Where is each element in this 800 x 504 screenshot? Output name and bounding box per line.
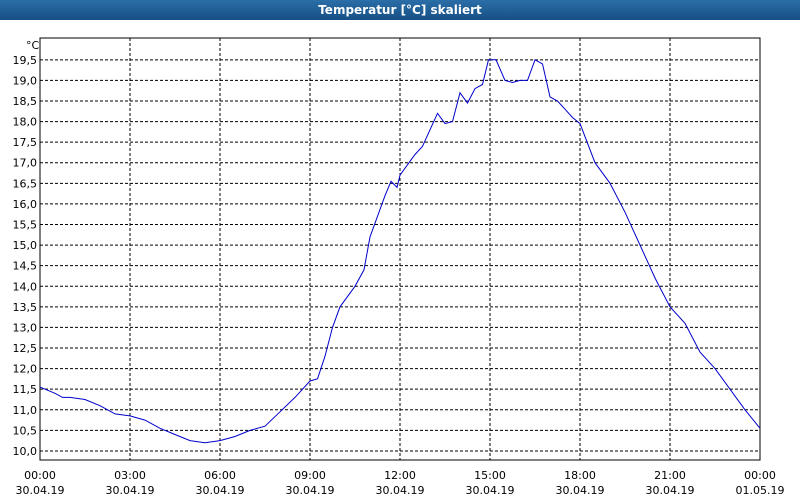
y-tick-label: 18,0: [13, 116, 38, 129]
x-tick-date: 30.04.19: [556, 484, 605, 497]
y-tick-label: 16,0: [13, 198, 38, 211]
y-tick-label: 17,0: [13, 157, 38, 170]
x-tick-date: 30.04.19: [16, 484, 65, 497]
y-tick-label: 13,0: [13, 321, 38, 334]
x-tick-label: 00:00: [744, 469, 776, 482]
x-tick-date: 30.04.19: [646, 484, 695, 497]
y-tick-label: 13,5: [13, 301, 38, 314]
x-tick-label: 00:00: [24, 469, 56, 482]
x-tick-date: 30.04.19: [376, 484, 425, 497]
x-tick-label: 06:00: [204, 469, 236, 482]
y-tick-label: 12,0: [13, 363, 38, 376]
y-tick-label: 14,0: [13, 280, 38, 293]
y-unit: °C: [26, 39, 40, 52]
temperature-line: [39, 59, 761, 444]
y-tick-label: 19,0: [13, 74, 38, 87]
y-tick-label: 14,5: [13, 260, 38, 273]
x-tick-date: 30.04.19: [286, 484, 335, 497]
y-tick-label: 10,5: [13, 424, 38, 437]
y-tick-label: 16,5: [13, 177, 38, 190]
x-tick-date: 01.05.19: [736, 484, 785, 497]
chart-title: Temperatur [°C] skaliert: [318, 3, 482, 17]
x-tick-label: 09:00: [294, 469, 326, 482]
y-tick-label: 11,5: [13, 383, 38, 396]
y-tick-label: 17,5: [13, 136, 38, 149]
x-tick-label: 03:00: [114, 469, 146, 482]
y-tick-label: 15,0: [13, 239, 38, 252]
x-tick-label: 15:00: [474, 469, 506, 482]
title-bar: [0, 0, 800, 20]
x-tick-date: 30.04.19: [196, 484, 245, 497]
x-tick-date: 30.04.19: [106, 484, 155, 497]
y-tick-label: 10,0: [13, 445, 38, 458]
x-tick-label: 12:00: [384, 469, 416, 482]
y-tick-label: 15,5: [13, 219, 38, 232]
y-tick-label: 12,5: [13, 342, 38, 355]
x-tick-label: 21:00: [654, 469, 686, 482]
y-tick-label: 19,5: [13, 54, 38, 67]
x-tick-date: 30.04.19: [466, 484, 515, 497]
x-tick-label: 18:00: [564, 469, 596, 482]
y-tick-label: 11,0: [13, 404, 38, 417]
y-tick-label: 18,5: [13, 95, 38, 108]
